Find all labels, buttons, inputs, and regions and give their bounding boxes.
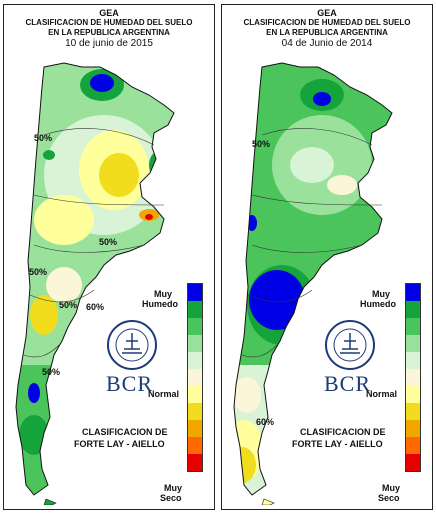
legend-bottom-line1: Muy xyxy=(164,483,182,493)
moisture-color-scale xyxy=(187,283,203,472)
contour-label: 50% xyxy=(99,237,118,247)
argentina-soil-moisture-map xyxy=(233,62,393,505)
map-date: 04 de Junio de 2014 xyxy=(281,38,373,49)
argentina-soil-moisture-map xyxy=(15,62,175,505)
classification-line1: CLASIFICACION DE xyxy=(82,427,168,437)
contour-label: 50% xyxy=(34,133,53,143)
map-date: 10 de junio de 2015 xyxy=(65,38,153,49)
org-label: GEA xyxy=(99,8,119,18)
map-title-line2: EN LA REPUBLICA ARGENTINA xyxy=(48,28,170,37)
legend-mid-label: Normal xyxy=(366,389,398,399)
map-title-line1: CLASIFICACION DE HUMEDAD DEL SUELO xyxy=(243,18,411,27)
contour-label: 50% xyxy=(29,267,48,277)
map-panel-2014: GEA CLASIFICACION DE HUMEDAD DEL SUELO E… xyxy=(221,4,433,510)
legend-bottom-line2: Seco xyxy=(378,493,400,503)
moisture-color-scale xyxy=(405,283,421,472)
contour-label: 50% xyxy=(59,300,78,310)
bcr-seal-logo xyxy=(107,320,157,370)
contour-label: 60% xyxy=(256,417,275,427)
contour-label: 50% xyxy=(42,367,61,377)
map-panel-2015: GEA CLASIFICACION DE HUMEDAD DEL SUELO E… xyxy=(3,4,215,510)
classification-line2: FORTE LAY - AIELLO xyxy=(292,439,383,449)
legend-top-line2: Humedo xyxy=(142,299,178,309)
bcr-logo-text: BCR xyxy=(106,371,154,396)
legend-top-line1: Muy xyxy=(372,289,390,299)
classification-line2: FORTE LAY - AIELLO xyxy=(74,439,165,449)
map-title-line2: EN LA REPUBLICA ARGENTINA xyxy=(266,28,388,37)
classification-line1: CLASIFICACION DE xyxy=(300,427,386,437)
legend-bottom-line2: Seco xyxy=(160,493,182,503)
contour-label: 60% xyxy=(86,302,105,312)
legend-top-line2: Humedo xyxy=(360,299,396,309)
legend-mid-label: Normal xyxy=(148,389,180,399)
legend-top-line1: Muy xyxy=(154,289,172,299)
map-title-line1: CLASIFICACION DE HUMEDAD DEL SUELO xyxy=(25,18,193,27)
contour-label: 50% xyxy=(252,139,271,149)
org-label: GEA xyxy=(317,8,337,18)
legend-bottom-line1: Muy xyxy=(382,483,400,493)
bcr-seal-logo xyxy=(325,320,375,370)
bcr-logo-text: BCR xyxy=(324,371,372,396)
